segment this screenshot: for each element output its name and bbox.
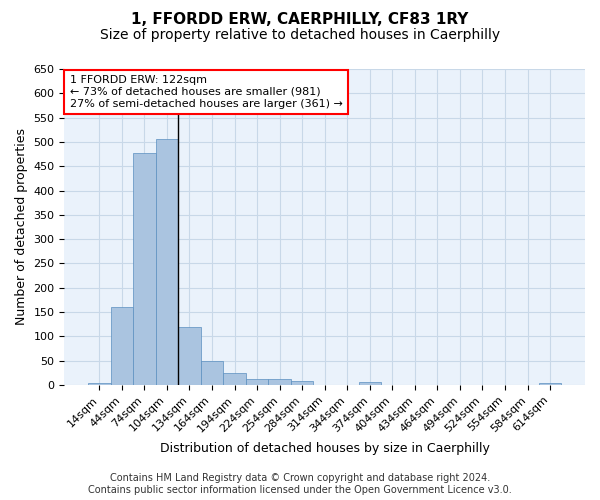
Bar bbox=[201, 360, 223, 385]
Y-axis label: Number of detached properties: Number of detached properties bbox=[15, 128, 28, 326]
Bar bbox=[88, 382, 110, 385]
Bar bbox=[155, 140, 178, 385]
Text: Contains HM Land Registry data © Crown copyright and database right 2024.
Contai: Contains HM Land Registry data © Crown c… bbox=[88, 474, 512, 495]
Bar bbox=[539, 382, 562, 385]
Bar bbox=[268, 379, 291, 385]
Bar bbox=[291, 380, 313, 385]
Bar bbox=[223, 373, 246, 385]
Bar bbox=[359, 382, 381, 385]
X-axis label: Distribution of detached houses by size in Caerphilly: Distribution of detached houses by size … bbox=[160, 442, 490, 455]
Bar bbox=[246, 378, 268, 385]
Text: 1, FFORDD ERW, CAERPHILLY, CF83 1RY: 1, FFORDD ERW, CAERPHILLY, CF83 1RY bbox=[131, 12, 469, 28]
Bar bbox=[178, 326, 201, 385]
Bar bbox=[110, 307, 133, 385]
Text: 1 FFORDD ERW: 122sqm
← 73% of detached houses are smaller (981)
27% of semi-deta: 1 FFORDD ERW: 122sqm ← 73% of detached h… bbox=[70, 76, 343, 108]
Text: Size of property relative to detached houses in Caerphilly: Size of property relative to detached ho… bbox=[100, 28, 500, 42]
Bar bbox=[133, 152, 155, 385]
